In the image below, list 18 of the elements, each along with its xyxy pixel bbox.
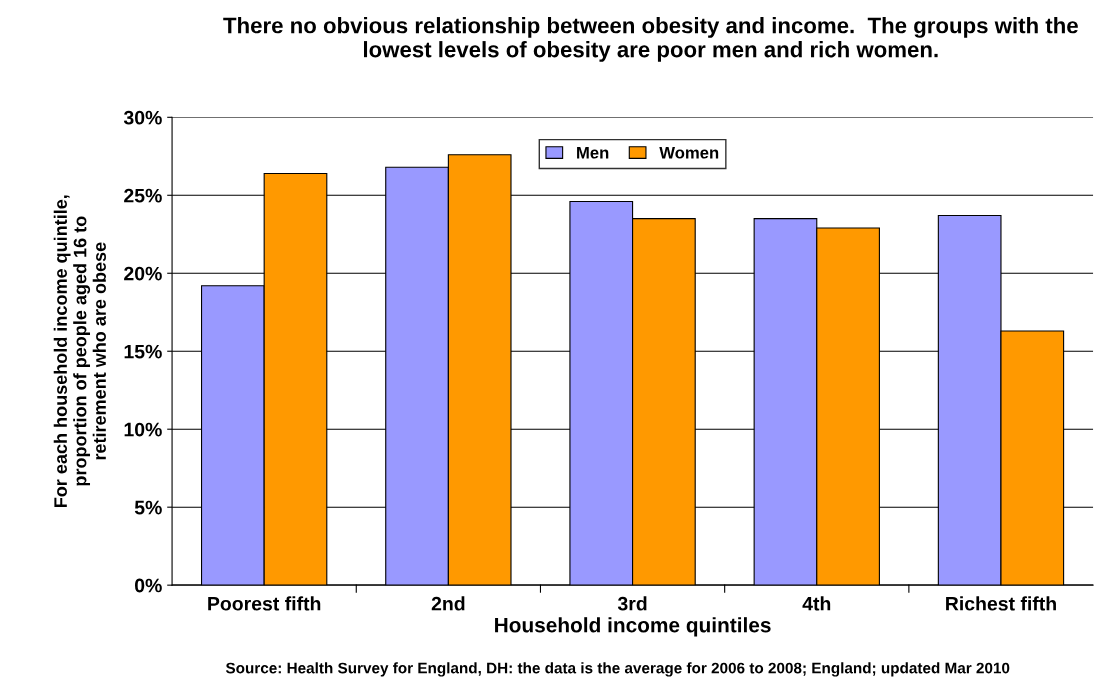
y-tick-label: 15% [124, 344, 162, 359]
source-note: Source: Health Survey for England, DH: the data is the average for 2006 to 2008; England; updated Mar 2010 [225, 662, 1010, 677]
x-tick-label: 4th [802, 596, 831, 611]
legend-label: Men [577, 146, 609, 159]
y-axis-title: For each household income quintile, proportion of people aged 16 to retirement who are obese [53, 195, 106, 508]
legend-label: Women [659, 146, 719, 159]
x-tick-label: Poorest fifth [208, 596, 321, 611]
y-tick-label: 25% [124, 188, 162, 203]
chart-title: There no obvious relationship between obesity and income. The groups with the lowest levels of obesity are poor men and rich women. [223, 17, 1078, 62]
y-tick-label: 0% [135, 578, 162, 593]
y-tick-label: 10% [124, 422, 162, 437]
y-tick-label: 30% [123, 110, 162, 125]
x-axis-title: Household income quintiles [495, 617, 771, 637]
y-tick-label: 20% [124, 266, 162, 281]
y-tick-label: 5% [134, 500, 162, 515]
x-tick-label: 3rd [617, 596, 647, 611]
x-tick-label: Richest fifth [946, 596, 1056, 611]
x-tick-label: 2nd [431, 596, 465, 611]
